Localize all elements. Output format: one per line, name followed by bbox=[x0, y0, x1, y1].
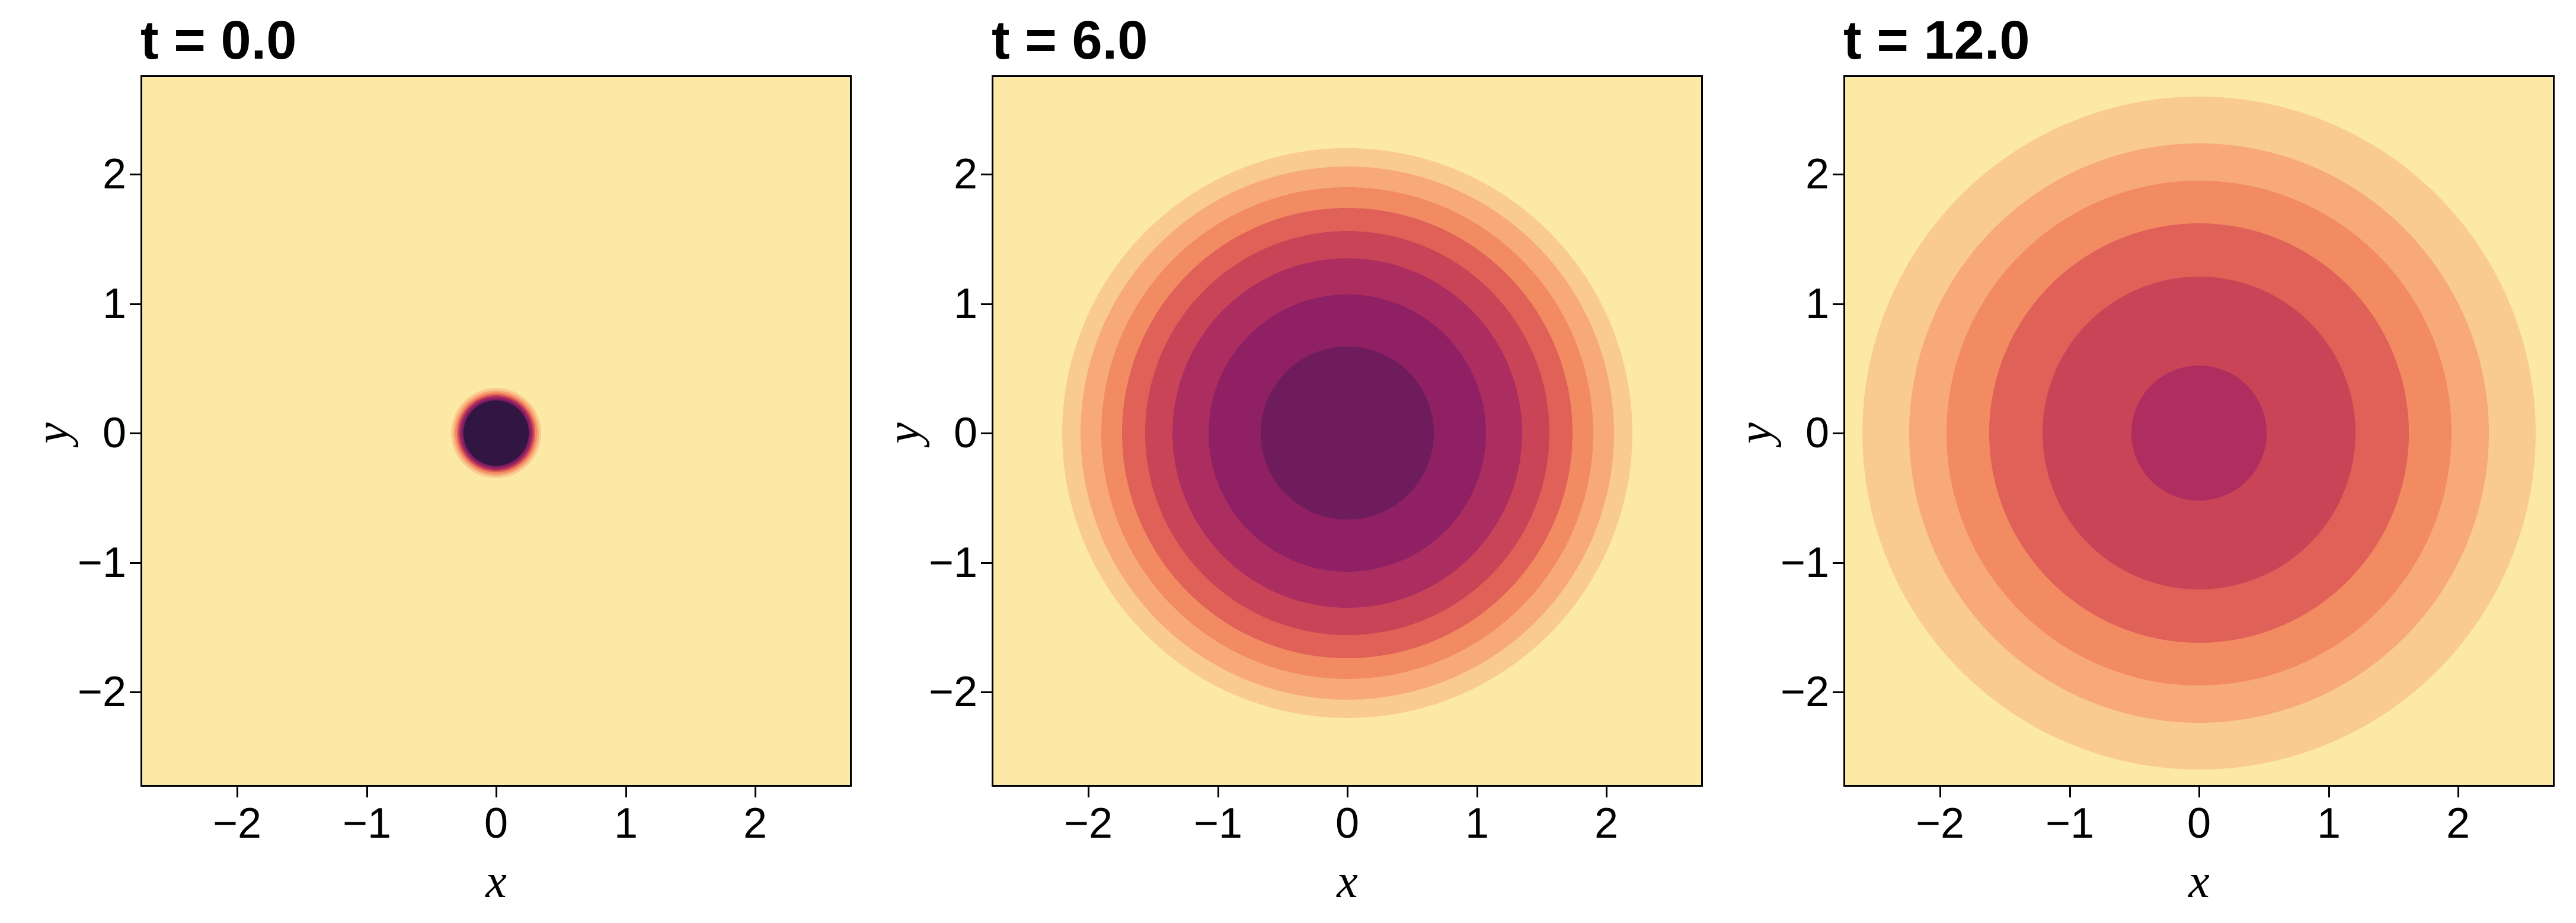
x-tick-label: 1 bbox=[613, 800, 638, 847]
x-tick-label: 1 bbox=[1465, 800, 1490, 847]
y-tick-mark bbox=[130, 432, 140, 434]
x-tick-mark bbox=[496, 787, 497, 797]
y-tick-mark bbox=[130, 303, 140, 305]
x-tick-mark bbox=[2069, 787, 2071, 797]
x-tick-mark bbox=[625, 787, 627, 797]
x-tick-label: −1 bbox=[342, 800, 392, 847]
y-tick-label: 2 bbox=[953, 150, 977, 198]
y-tick-mark bbox=[130, 174, 140, 175]
y-tick-label: −2 bbox=[928, 668, 977, 716]
y-tick-label: 1 bbox=[102, 280, 126, 328]
x-tick-label: 0 bbox=[484, 800, 509, 847]
y-tick-label: −1 bbox=[928, 539, 977, 587]
x-tick-mark bbox=[755, 787, 756, 797]
x-tick-mark bbox=[1217, 787, 1219, 797]
x-tick-label: 2 bbox=[1594, 800, 1619, 847]
x-tick-mark bbox=[2328, 787, 2330, 797]
x-tick-mark bbox=[2457, 787, 2459, 797]
x-axis-label: x bbox=[1337, 855, 1358, 908]
panel-title-t0: t = 0.0 bbox=[140, 10, 297, 70]
y-tick-mark bbox=[981, 432, 992, 434]
x-tick-label: 2 bbox=[743, 800, 768, 847]
x-tick-mark bbox=[1939, 787, 1941, 797]
y-tick-label: −1 bbox=[1780, 539, 1829, 587]
y-tick-mark bbox=[981, 691, 992, 693]
x-tick-label: −1 bbox=[2045, 800, 2095, 847]
x-tick-mark bbox=[1606, 787, 1607, 797]
y-tick-mark bbox=[981, 174, 992, 175]
contour-field-t6 bbox=[993, 77, 1701, 785]
contour-field-t12 bbox=[1845, 77, 2553, 785]
y-axis-label: y bbox=[27, 422, 79, 444]
x-tick-mark bbox=[236, 787, 238, 797]
panel-title-t6: t = 6.0 bbox=[992, 10, 1148, 70]
y-tick-label: 1 bbox=[1805, 280, 1829, 328]
y-axis-label: y bbox=[878, 422, 930, 444]
y-tick-label: −2 bbox=[1780, 668, 1829, 716]
plot-area-t12 bbox=[1843, 75, 2555, 787]
y-tick-label: 0 bbox=[1805, 409, 1829, 457]
y-tick-label: −1 bbox=[77, 539, 126, 587]
x-tick-mark bbox=[1476, 787, 1478, 797]
x-tick-label: −1 bbox=[1193, 800, 1243, 847]
panel-title-t12: t = 12.0 bbox=[1843, 10, 2030, 70]
y-tick-mark bbox=[1833, 174, 1843, 175]
y-tick-mark bbox=[130, 562, 140, 564]
x-tick-mark bbox=[366, 787, 368, 797]
plot-area-t6 bbox=[992, 75, 1703, 787]
y-tick-mark bbox=[130, 691, 140, 693]
y-axis-label: y bbox=[1730, 422, 1782, 444]
y-tick-label: −2 bbox=[77, 668, 126, 716]
x-tick-mark bbox=[1088, 787, 1089, 797]
x-tick-label: 0 bbox=[1335, 800, 1360, 847]
x-axis-label: x bbox=[2188, 855, 2210, 908]
contour-field-t0 bbox=[142, 77, 850, 785]
y-tick-label: 2 bbox=[1805, 150, 1829, 198]
y-tick-label: 1 bbox=[953, 280, 977, 328]
y-tick-mark bbox=[981, 303, 992, 305]
x-tick-label: 0 bbox=[2187, 800, 2211, 847]
x-tick-mark bbox=[2198, 787, 2200, 797]
y-tick-label: 0 bbox=[102, 409, 126, 457]
y-tick-mark bbox=[1833, 691, 1843, 693]
y-tick-label: 2 bbox=[102, 150, 126, 198]
x-tick-mark bbox=[1347, 787, 1348, 797]
plot-area-t0 bbox=[140, 75, 852, 787]
x-tick-label: −2 bbox=[212, 800, 262, 847]
x-axis-label: x bbox=[485, 855, 507, 908]
x-tick-label: 2 bbox=[2446, 800, 2470, 847]
x-tick-label: −2 bbox=[1915, 800, 1965, 847]
y-tick-mark bbox=[981, 562, 992, 564]
x-tick-label: −2 bbox=[1063, 800, 1113, 847]
y-tick-label: 0 bbox=[953, 409, 977, 457]
y-tick-mark bbox=[1833, 562, 1843, 564]
x-tick-label: 1 bbox=[2316, 800, 2341, 847]
y-tick-mark bbox=[1833, 303, 1843, 305]
y-tick-mark bbox=[1833, 432, 1843, 434]
